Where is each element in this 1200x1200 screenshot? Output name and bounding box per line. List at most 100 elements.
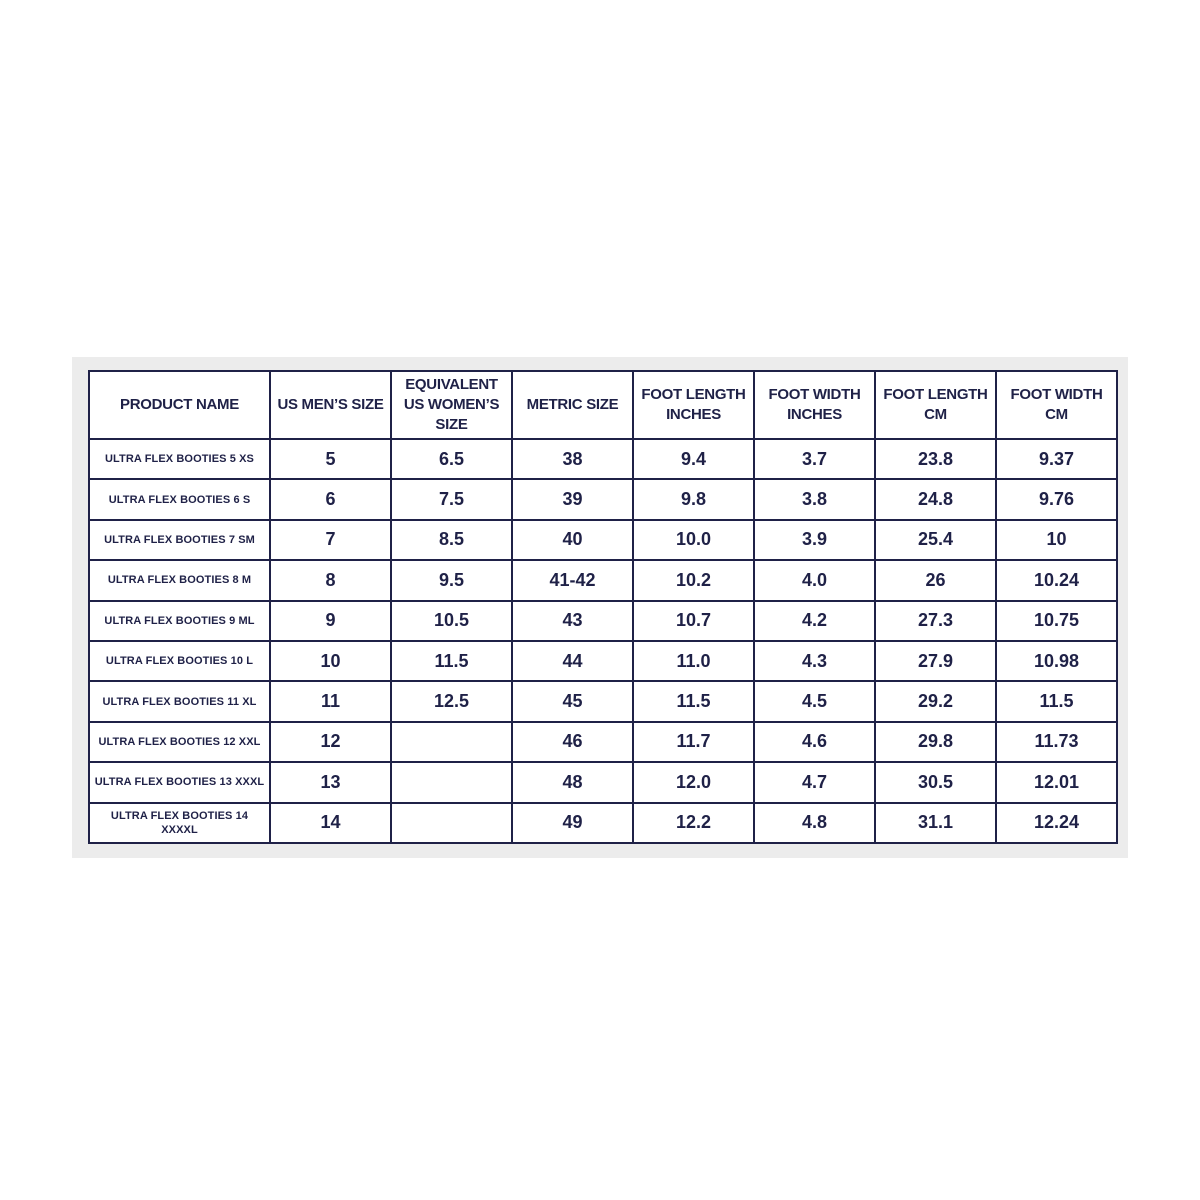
cell: 29.2 (874, 680, 997, 723)
product-name: ULTRA FLEX BOOTIES 13 XXXL (88, 761, 271, 804)
cell: 29.8 (874, 720, 997, 764)
cell: 27.9 (874, 639, 997, 683)
cell: 4.3 (753, 639, 876, 683)
cell: 4.7 (753, 761, 876, 804)
table-body: ULTRA FLEX BOOTIES 5 XS 5 6.5 38 9.4 3.7 23.8 9… (88, 437, 1118, 844)
cell: 7.5 (390, 478, 513, 521)
cell: 10.0 (632, 518, 755, 562)
product-name: ULTRA FLEX BOOTIES 11 XL (88, 680, 271, 723)
cell: 46 (511, 720, 634, 764)
cell: 45 (511, 680, 634, 723)
product-name: ULTRA FLEX BOOTIES 9 ML (88, 599, 271, 642)
header-cell: US MEN’S SIZE (269, 370, 392, 440)
table-row: ULTRA FLEX BOOTIES 7 SM 7 8.5 40 10.0 3.9 25.4… (88, 518, 1118, 562)
cell: 38 (511, 437, 634, 481)
cell: 4.5 (753, 680, 876, 723)
cell: 40 (511, 518, 634, 562)
cell: 9.76 (995, 478, 1118, 521)
cell: 13 (269, 761, 392, 804)
table-row: ULTRA FLEX BOOTIES 8 M 8 9.5 41-42 10.2 4.0 26… (88, 559, 1118, 602)
cell: 9.4 (632, 437, 755, 481)
cell: 3.7 (753, 437, 876, 481)
cell: 8.5 (390, 518, 513, 562)
cell: 4.0 (753, 559, 876, 602)
table-row: ULTRA FLEX BOOTIES 13 XXXL 13 48 12.0 4.7 30.… (88, 761, 1118, 804)
cell: 6.5 (390, 437, 513, 481)
cell: 6 (269, 478, 392, 521)
header-cell: PRODUCT NAME (88, 370, 271, 440)
cell: 4.6 (753, 720, 876, 764)
cell: 30.5 (874, 761, 997, 804)
cell: 10.75 (995, 599, 1118, 642)
cell: 8 (269, 559, 392, 602)
product-name: ULTRA FLEX BOOTIES 6 S (88, 478, 271, 521)
cell: 11.5 (995, 680, 1118, 723)
cell: 10.7 (632, 599, 755, 642)
cell: 10.2 (632, 559, 755, 602)
cell: 41-42 (511, 559, 634, 602)
cell: 48 (511, 761, 634, 804)
size-table: PRODUCT NAME US MEN’S SIZE EQUIVALENT US W… (88, 370, 1118, 844)
cell: 12.2 (632, 801, 755, 844)
cell: 11.5 (632, 680, 755, 723)
cell: 44 (511, 639, 634, 683)
cell: 25.4 (874, 518, 997, 562)
cell: 31.1 (874, 801, 997, 844)
cell: 49 (511, 801, 634, 844)
header-cell: FOOT LENGTH CM (874, 370, 997, 440)
cell: 12.24 (995, 801, 1118, 844)
cell: 4.8 (753, 801, 876, 844)
cell: 10.5 (390, 599, 513, 642)
cell: 10.24 (995, 559, 1118, 602)
table-row: ULTRA FLEX BOOTIES 12 XXL 12 46 11.7 4.6 29.8… (88, 720, 1118, 764)
table-row: ULTRA FLEX BOOTIES 10 L 10 11.5 44 11.0 4.3 27… (88, 639, 1118, 683)
cell: 12.0 (632, 761, 755, 804)
cell: 9 (269, 599, 392, 642)
cell: 12.01 (995, 761, 1118, 804)
cell: 11.7 (632, 720, 755, 764)
cell: 27.3 (874, 599, 997, 642)
cell: 11.73 (995, 720, 1118, 764)
cell: 3.8 (753, 478, 876, 521)
header-row: PRODUCT NAME US MEN’S SIZE EQUIVALENT US W… (88, 370, 1118, 440)
cell: 4.2 (753, 599, 876, 642)
cell: 10 (269, 639, 392, 683)
cell: 9.5 (390, 559, 513, 602)
table-row: ULTRA FLEX BOOTIES 5 XS 5 6.5 38 9.4 3.7 23.8 9… (88, 437, 1118, 481)
cell: 43 (511, 599, 634, 642)
table-row: ULTRA FLEX BOOTIES 9 ML 9 10.5 43 10.7 4.2 27.… (88, 599, 1118, 642)
cell: 5 (269, 437, 392, 481)
header-cell: FOOT LENGTH INCHES (632, 370, 755, 440)
cell: 9.37 (995, 437, 1118, 481)
cell: 14 (269, 801, 392, 844)
cell: 23.8 (874, 437, 997, 481)
cell: 12.5 (390, 680, 513, 723)
header-cell: FOOT WIDTH CM (995, 370, 1118, 440)
cell: 26 (874, 559, 997, 602)
product-name: ULTRA FLEX BOOTIES 14 XXXXL (88, 801, 271, 844)
cell: 3.9 (753, 518, 876, 562)
cell: 7 (269, 518, 392, 562)
product-name: ULTRA FLEX BOOTIES 7 SM (88, 518, 271, 562)
cell: 10.98 (995, 639, 1118, 683)
cell (390, 801, 513, 844)
product-name: ULTRA FLEX BOOTIES 5 XS (88, 437, 271, 481)
header-cell: FOOT WIDTH INCHES (753, 370, 876, 440)
cell: 11.0 (632, 639, 755, 683)
table-row: ULTRA FLEX BOOTIES 14 XXXXL 14 49 12.2 4.8 31… (88, 801, 1118, 844)
cell: 39 (511, 478, 634, 521)
product-name: ULTRA FLEX BOOTIES 10 L (88, 639, 271, 683)
header-cell: METRIC SIZE (511, 370, 634, 440)
cell (390, 720, 513, 764)
cell: 10 (995, 518, 1118, 562)
product-name: ULTRA FLEX BOOTIES 12 XXL (88, 720, 271, 764)
cell (390, 761, 513, 804)
product-name: ULTRA FLEX BOOTIES 8 M (88, 559, 271, 602)
cell: 24.8 (874, 478, 997, 521)
cell: 11.5 (390, 639, 513, 683)
table-row: ULTRA FLEX BOOTIES 6 S 6 7.5 39 9.8 3.8 24.8 9.… (88, 478, 1118, 521)
cell: 12 (269, 720, 392, 764)
cell: 9.8 (632, 478, 755, 521)
header-cell: EQUIVALENT US WOMEN’S SIZE (390, 370, 513, 440)
